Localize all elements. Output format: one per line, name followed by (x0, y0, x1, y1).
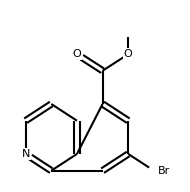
Text: N: N (21, 149, 30, 159)
Text: Br: Br (158, 166, 170, 176)
Text: O: O (124, 49, 133, 59)
Text: O: O (73, 49, 81, 59)
